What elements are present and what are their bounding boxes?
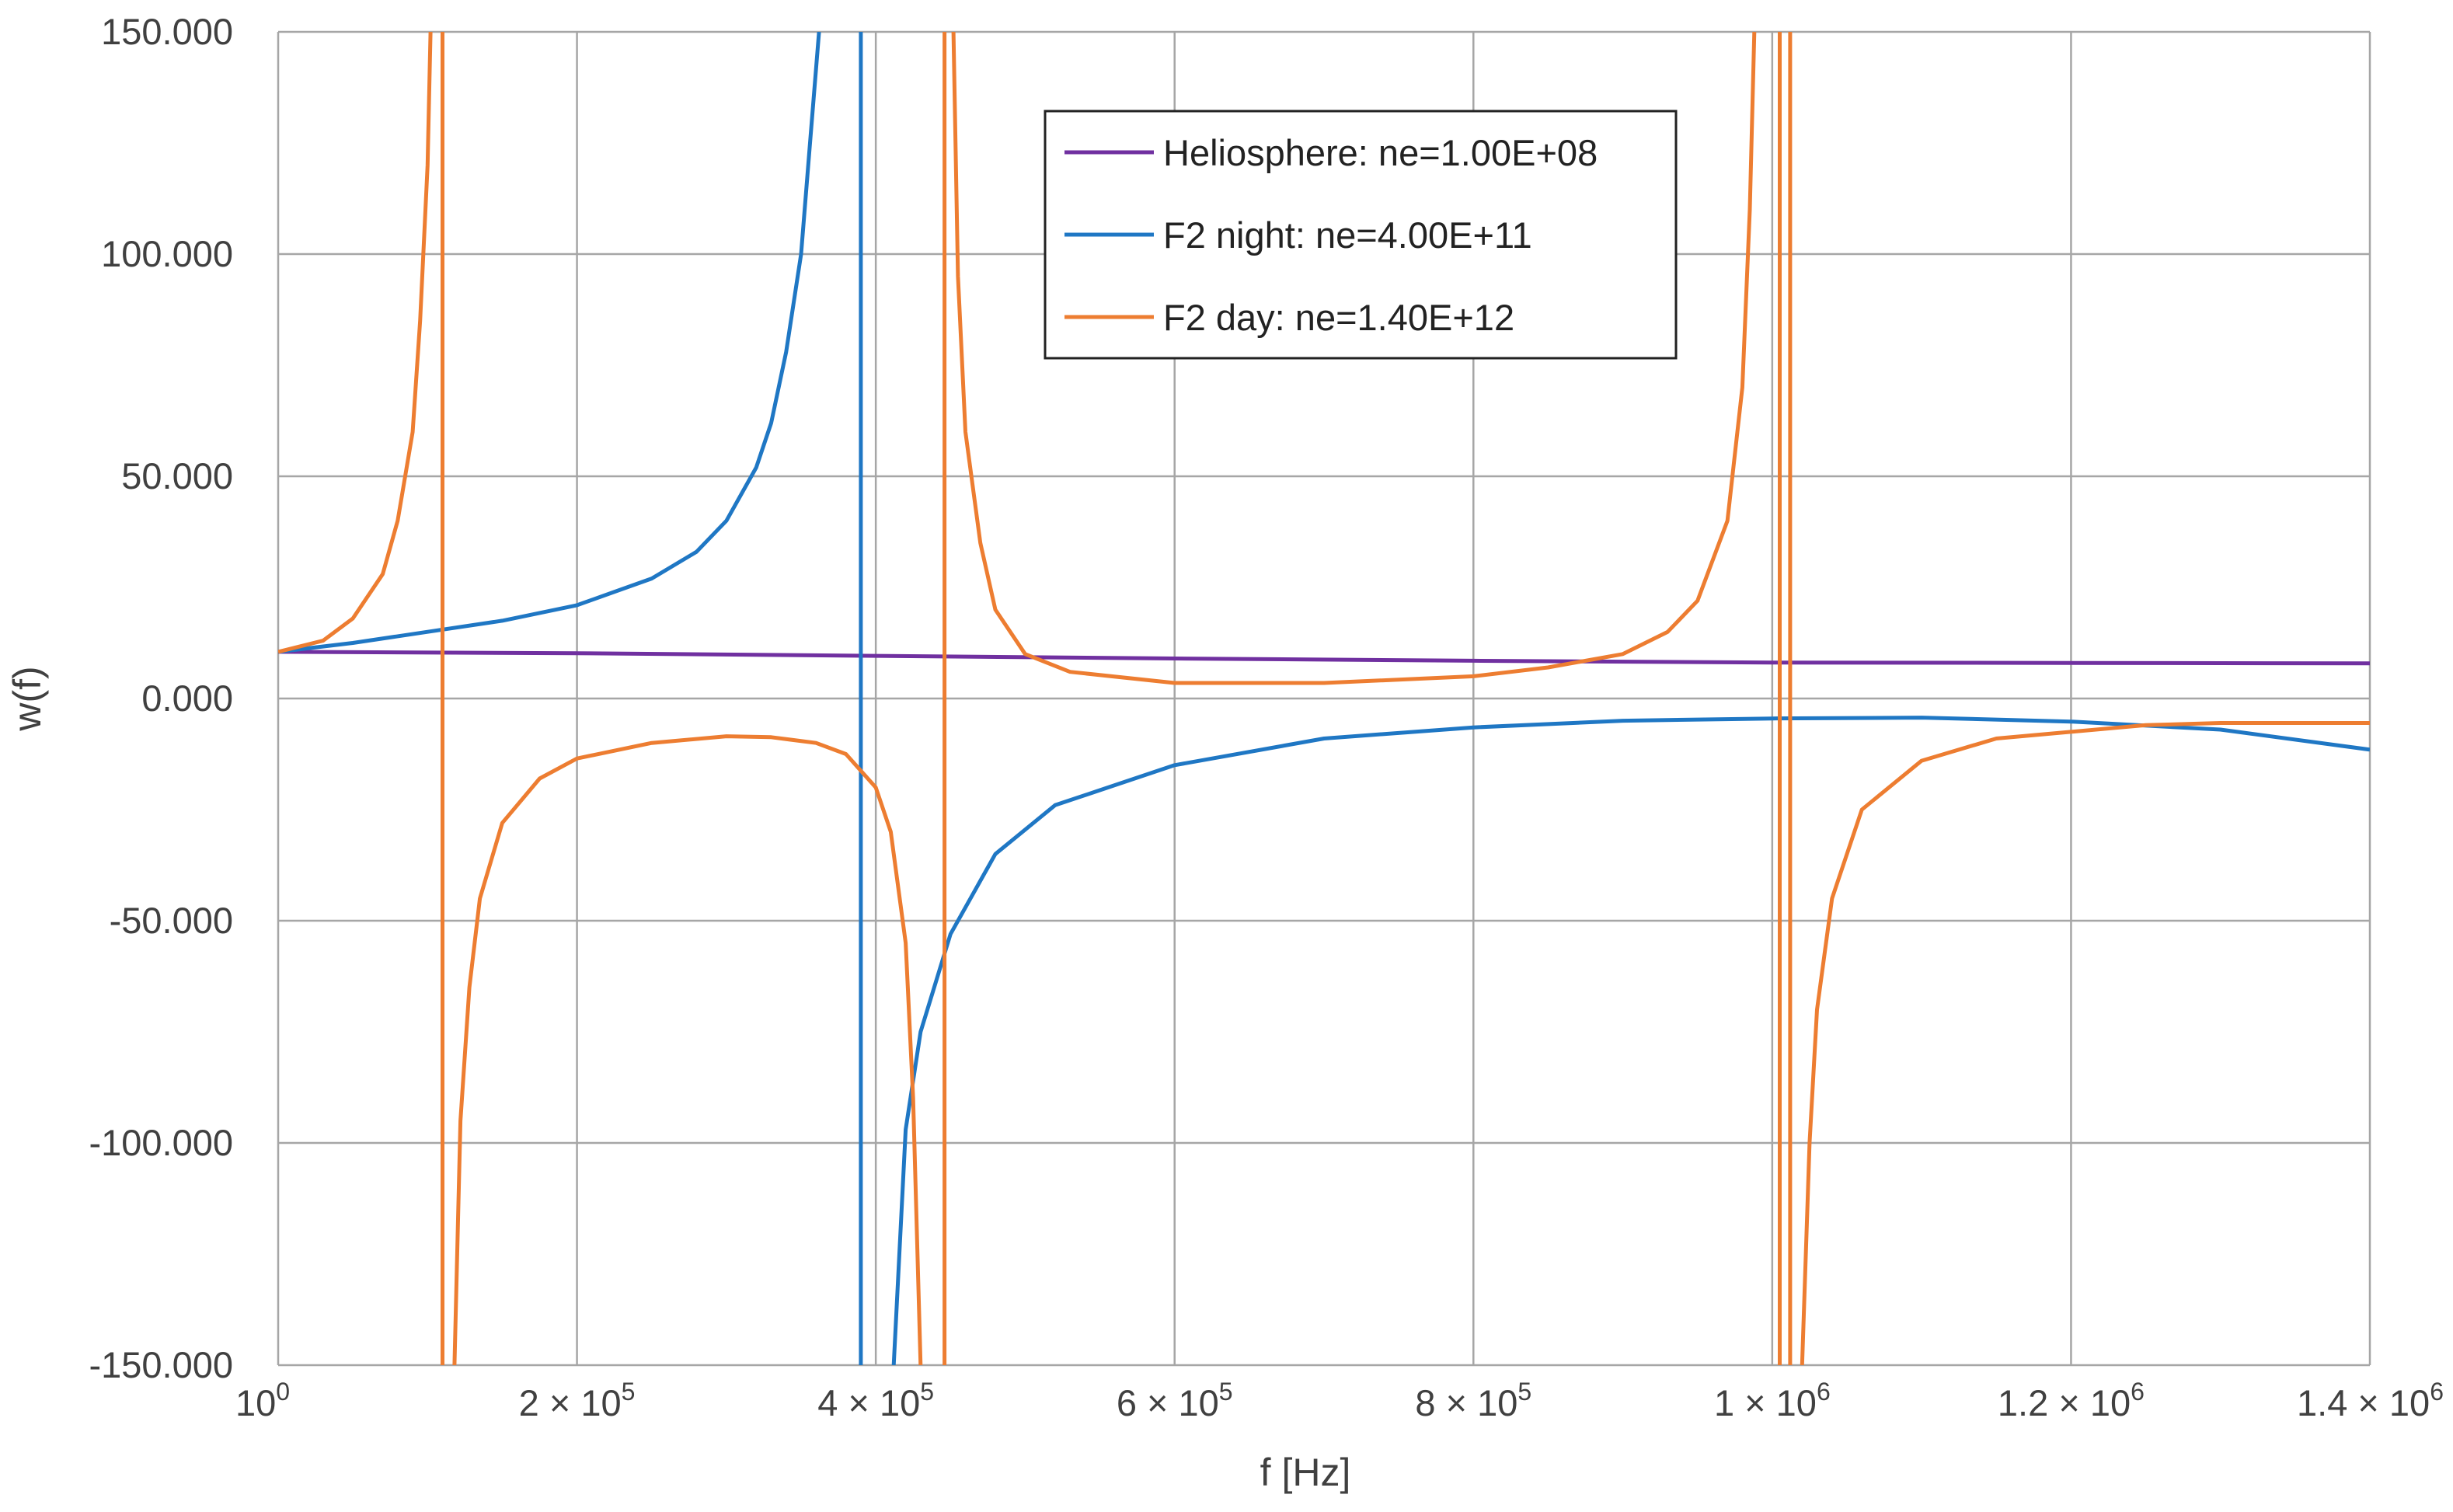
- series-1-segment-2: [891, 716, 2370, 1365]
- x-tick-label-1: 2 × 105: [519, 1378, 636, 1423]
- series-2-segment-7: [1800, 721, 2370, 1365]
- y-tick-label-0: 150.000: [101, 11, 233, 52]
- x-tick-label-2: 4 × 105: [817, 1378, 934, 1423]
- y-tick-label-5: -100.000: [89, 1122, 233, 1163]
- series-2-segment-2: [452, 734, 923, 1365]
- x-tick-label-3: 6 × 105: [1117, 1378, 1233, 1423]
- x-axis-label: f [Hz]: [1260, 1451, 1351, 1494]
- legend-label-heliosphere: Heliosphere: ne=1.00E+08: [1163, 132, 1598, 173]
- legend-label-f2-night: F2 night: ne=4.00E+11: [1163, 214, 1532, 256]
- series-layer: [278, 32, 2370, 1365]
- y-tick-label-4: -50.000: [110, 900, 233, 941]
- y-tick-label-2: 50.000: [121, 455, 233, 496]
- legend: Heliosphere: ne=1.00E+08 F2 night: ne=4.…: [1044, 110, 1678, 360]
- series-0-segment-0: [278, 650, 2370, 666]
- y-axis-label: w(f): [5, 666, 49, 731]
- series-2-segment-0: [278, 32, 433, 654]
- x-tick-label-4: 8 × 105: [1415, 1378, 1531, 1423]
- x-tick-label-6: 1.2 × 106: [1998, 1378, 2145, 1423]
- y-tick-label-6: -150.000: [89, 1344, 233, 1385]
- x-tick-label-7: 1.4 × 106: [2297, 1378, 2444, 1423]
- y-axis-ticks: 150.000 100.000 50.000 0.000 -50.000 -100.000…: [89, 11, 233, 1385]
- y-tick-label-1: 100.000: [101, 233, 233, 274]
- legend-label-f2-day: F2 day: ne=1.40E+12: [1163, 297, 1514, 338]
- x-tick-label-0: 100: [235, 1378, 290, 1423]
- x-axis-ticks: 100 2 × 105 4 × 105 6 × 105 8 × 105 1 × 106 1.…: [235, 1378, 2444, 1423]
- x-tick-label-5: 1 × 106: [1714, 1378, 1831, 1423]
- series-1-segment-0: [278, 32, 821, 654]
- series-2-segment-4: [951, 32, 1757, 685]
- y-tick-label-3: 0.000: [141, 678, 233, 719]
